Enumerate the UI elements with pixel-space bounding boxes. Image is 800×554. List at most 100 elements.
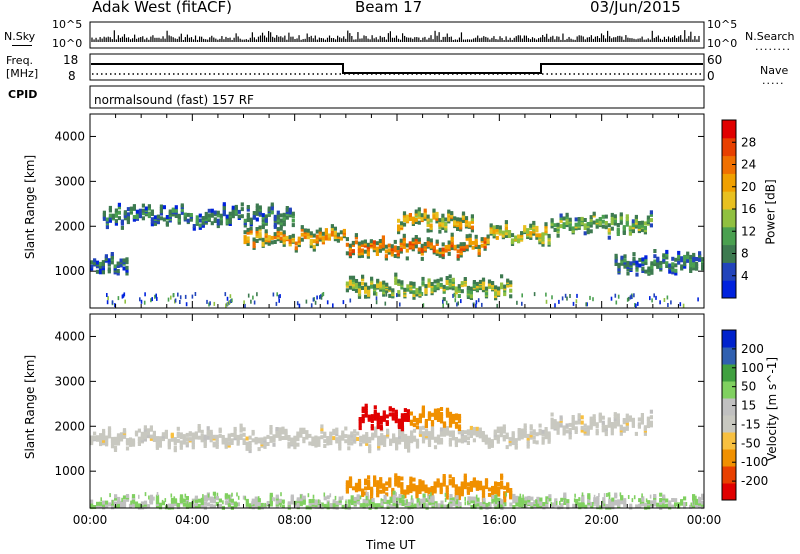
noise-cell: [319, 295, 321, 300]
data-cell: [162, 217, 166, 222]
data-cell: [662, 494, 666, 499]
data-cell: [568, 422, 572, 427]
data-cell: [379, 489, 383, 494]
data-cell: [487, 282, 492, 287]
data-cell: [412, 284, 416, 289]
data-cell: [601, 214, 605, 219]
data-cell: [454, 484, 458, 489]
data-cell: [309, 233, 313, 238]
data-cell: [125, 257, 129, 262]
data-cell: [491, 494, 495, 499]
data-cell: [174, 208, 178, 213]
data-cell: [173, 498, 178, 503]
data-cell: [201, 216, 205, 220]
data-cell: [482, 502, 486, 507]
data-cell: [368, 439, 372, 444]
data-cell: [248, 446, 252, 451]
data-cell: [364, 413, 368, 418]
data-cell: [469, 486, 473, 491]
data-cell: [488, 504, 492, 509]
data-cell: [332, 499, 336, 504]
data-cell: [150, 217, 154, 222]
data-cell: [523, 426, 527, 430]
data-cell: [107, 269, 111, 274]
data-cell: [168, 209, 172, 214]
data-cell: [659, 500, 663, 505]
data-cell: [382, 483, 386, 488]
data-cell: [215, 439, 219, 444]
data-cell: [433, 279, 437, 284]
data-cell: [665, 498, 669, 503]
data-cell: [551, 502, 555, 507]
data-cell: [613, 424, 617, 429]
data-cell: [402, 236, 406, 241]
data-cell: [589, 425, 593, 430]
noise-cell: [123, 292, 126, 297]
data-cell: [501, 233, 505, 238]
data-cell: [242, 427, 246, 432]
noise-cell: [167, 297, 170, 302]
data-cell: [562, 216, 566, 221]
data-cell: [442, 297, 446, 302]
data-cell: [478, 486, 483, 491]
data-cell: [314, 438, 318, 443]
data-cell: [170, 503, 175, 508]
data-cell: [269, 492, 273, 497]
data-cell: [438, 250, 442, 255]
noise-cell: [474, 500, 477, 505]
data-cell: [403, 417, 407, 422]
data-cell: [649, 415, 653, 420]
data-cell: [494, 291, 498, 296]
data-cell: [351, 280, 356, 285]
data-cell: [143, 425, 147, 430]
data-cell: [656, 256, 660, 261]
data-cell: [239, 433, 243, 438]
data-cell: [212, 434, 216, 439]
data-cell: [532, 229, 536, 234]
data-cell: [695, 257, 699, 261]
data-cell: [391, 288, 395, 293]
data-cell: [409, 476, 413, 481]
data-cell: [487, 279, 492, 284]
data-cell: [442, 480, 446, 485]
data-cell: [601, 428, 605, 433]
data-cell: [243, 235, 247, 240]
data-cell: [264, 238, 268, 243]
data-cell: [430, 287, 434, 292]
data-cell: [575, 504, 579, 508]
data-cell: [494, 289, 498, 294]
noise-cell: [634, 303, 636, 307]
data-cell: [122, 504, 127, 509]
data-cell: [435, 242, 439, 246]
data-cell: [261, 237, 265, 242]
data-cell: [376, 482, 380, 487]
data-cell: [503, 502, 507, 507]
data-cell: [351, 249, 355, 254]
data-cell: [491, 497, 495, 502]
data-cell: [533, 500, 537, 505]
power-ylabel: Slant Range [km]: [23, 154, 38, 260]
data-cell: [245, 436, 249, 441]
data-cell: [433, 408, 438, 413]
data-cell: [448, 421, 453, 426]
data-cell: [604, 432, 608, 437]
data-cell: [553, 419, 557, 424]
data-cell: [391, 414, 395, 419]
data-cell: [689, 504, 693, 509]
data-cell: [701, 500, 705, 505]
data-cell: [246, 205, 250, 209]
data-cell: [116, 433, 121, 438]
data-cell: [420, 256, 424, 261]
data-cell: [610, 226, 614, 231]
data-cell: [439, 282, 443, 287]
noise-cell: [698, 496, 700, 501]
velocity-ylabel: Slant Range [km]: [23, 354, 38, 460]
noise-cell: [406, 499, 408, 504]
noise-cell: [434, 503, 437, 508]
data-cell: [494, 497, 498, 502]
data-cell: [302, 498, 306, 503]
data-cell: [147, 204, 151, 209]
data-cell: [430, 282, 434, 286]
data-cell: [422, 498, 426, 503]
noise-cell: [231, 298, 233, 303]
